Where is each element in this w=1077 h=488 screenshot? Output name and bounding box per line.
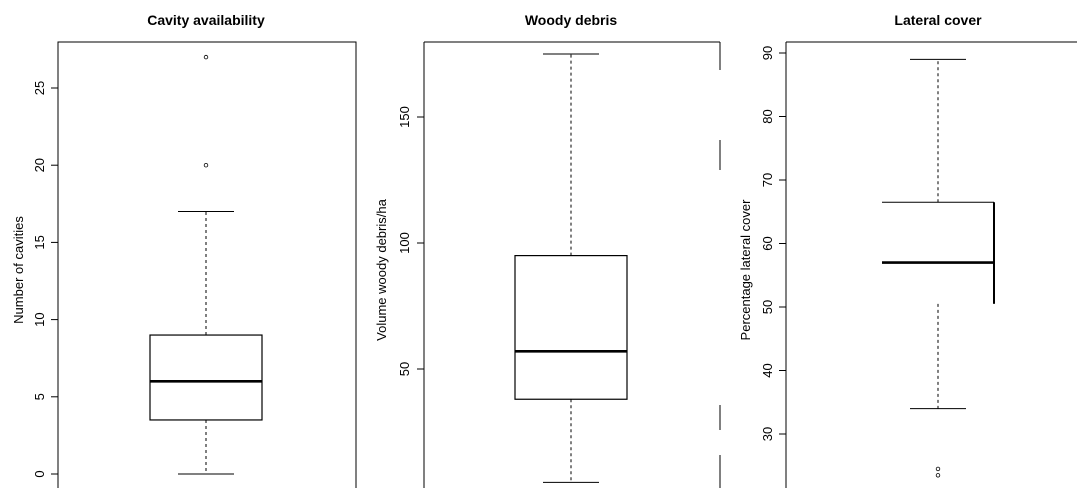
- y-tick-label: 50: [760, 300, 775, 314]
- panel-title: Cavity availability: [147, 12, 265, 28]
- y-tick-label: 15: [32, 235, 47, 249]
- box-group: [514, 53, 628, 483]
- y-axis: 0 5 10 15 20 25: [32, 81, 58, 478]
- iqr-box: [149, 334, 263, 421]
- y-tick-label: 25: [32, 81, 47, 95]
- y-axis: 30 40 50 60 70 80 90: [760, 46, 786, 441]
- outlier-point: [203, 162, 209, 168]
- y-tick-label: 10: [32, 312, 47, 326]
- panel-cavity-availability: Cavity availability Number of cavities 0…: [11, 12, 357, 488]
- y-tick-label: 100: [397, 232, 412, 254]
- y-axis-label: Percentage lateral cover: [738, 199, 753, 341]
- panel-lateral-cover: Lateral cover Percentage lateral cover 3…: [738, 12, 1077, 488]
- box-group: [882, 58, 995, 478]
- outlier-point: [203, 54, 209, 60]
- y-axis-label: Number of cavities: [11, 216, 26, 324]
- box-group: [149, 54, 263, 475]
- y-tick-label: 70: [760, 173, 775, 187]
- outlier-point: [935, 466, 941, 472]
- y-tick-label: 60: [760, 236, 775, 250]
- y-tick-label: 50: [397, 362, 412, 376]
- y-tick-label: 80: [760, 109, 775, 123]
- y-axis-label: Volume woody debris/ha: [374, 198, 389, 340]
- plot-frame: [57, 41, 357, 488]
- iqr-box: [514, 255, 628, 400]
- y-tick-label: 150: [397, 106, 412, 128]
- y-tick-label: 20: [32, 158, 47, 172]
- y-tick-label: 90: [760, 46, 775, 60]
- panel-title: Woody debris: [525, 12, 618, 28]
- y-axis: 50 100 150: [397, 106, 424, 376]
- y-tick-label: 0: [32, 470, 47, 477]
- y-tick-label: 30: [760, 427, 775, 441]
- panel-woody-debris: Woody debris Volume woody debris/ha 50 10…: [374, 12, 721, 488]
- y-tick-label: 40: [760, 363, 775, 377]
- y-tick-label: 5: [32, 393, 47, 400]
- panel-title: Lateral cover: [894, 12, 982, 28]
- outlier-point: [935, 473, 941, 478]
